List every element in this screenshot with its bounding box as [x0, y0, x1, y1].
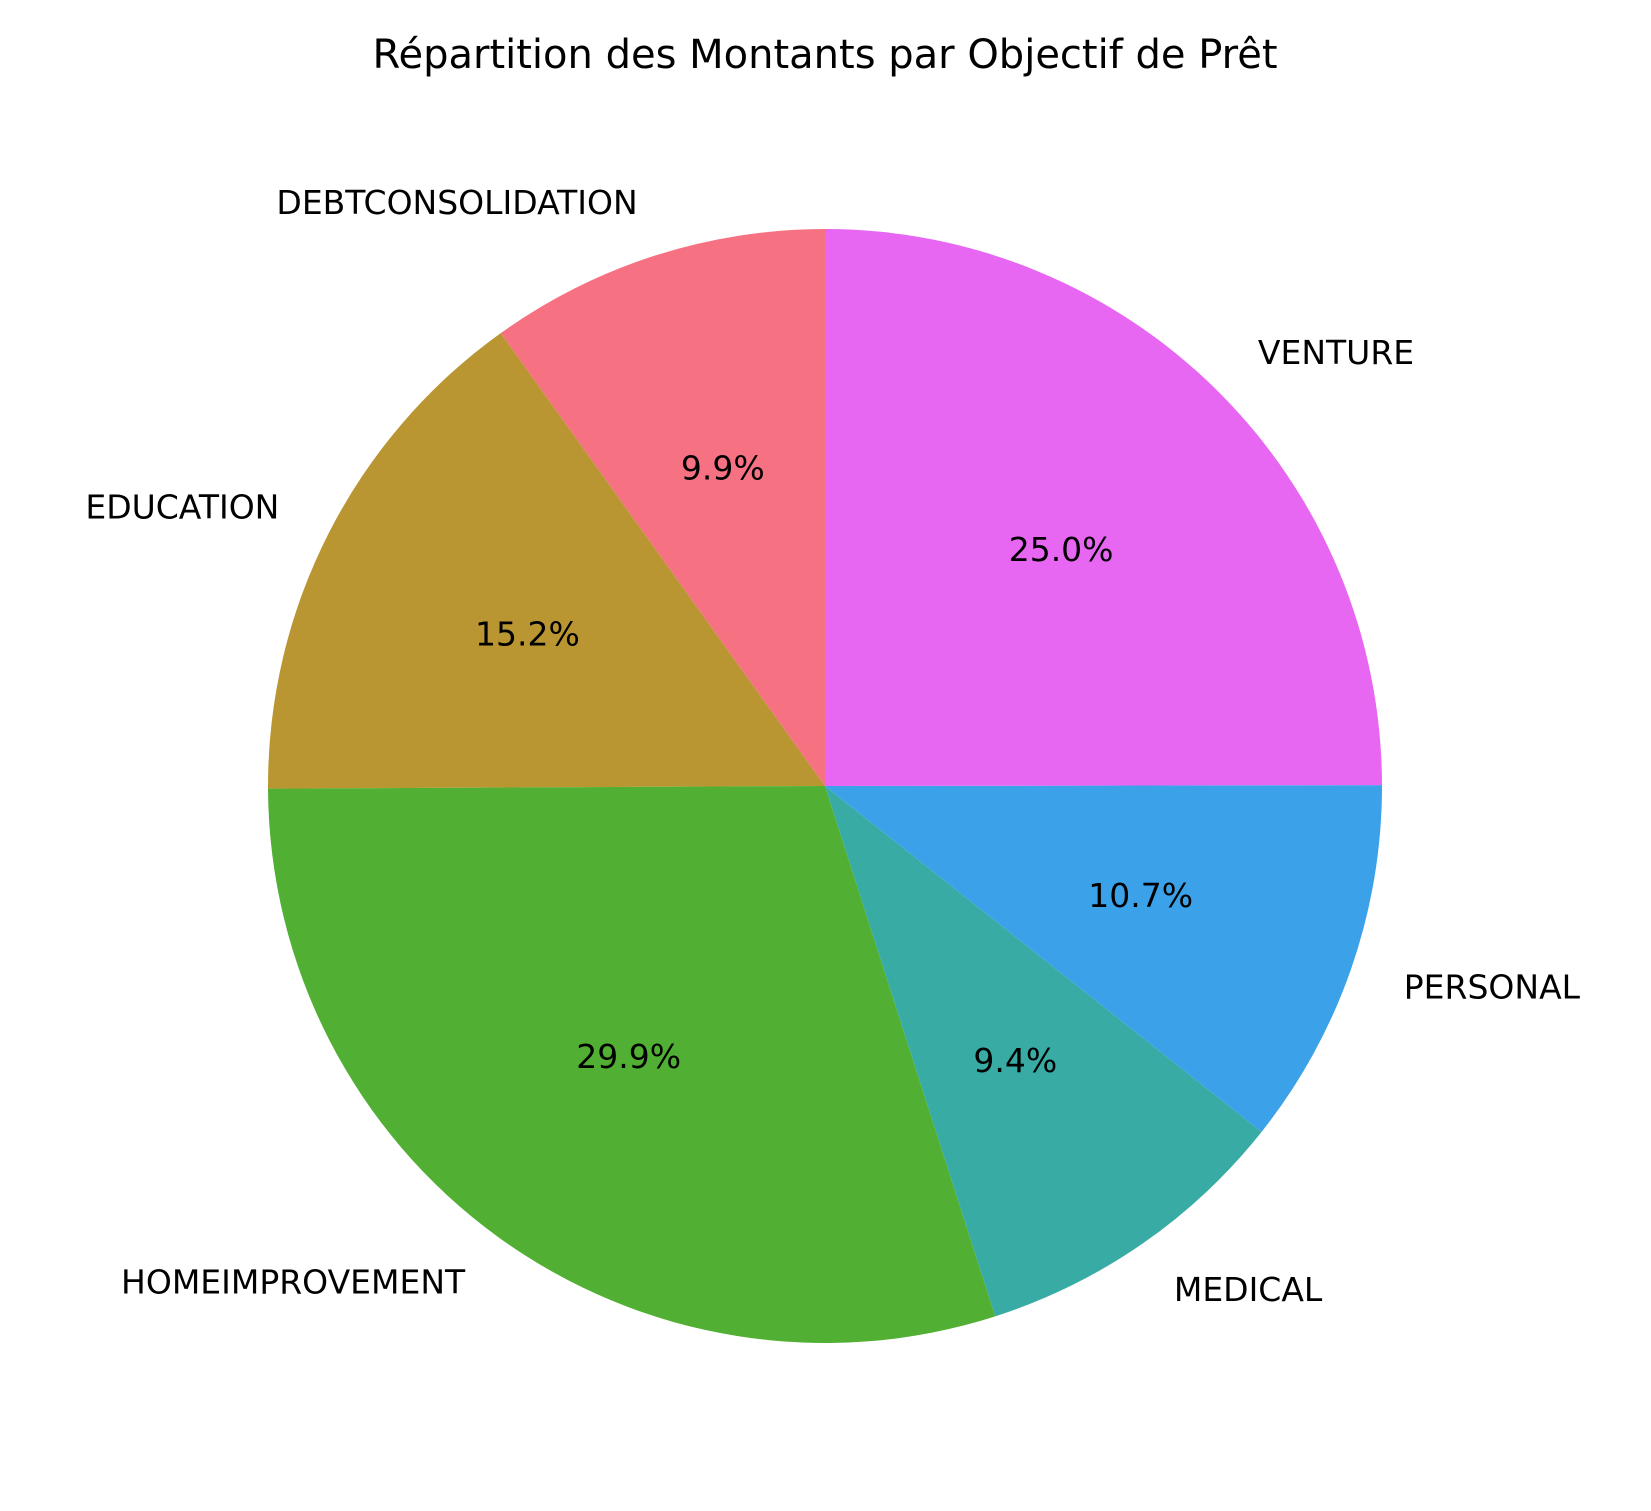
- pie-slices: [268, 229, 1382, 1344]
- pie-slice-personal: [825, 785, 1382, 1132]
- percent-label-venture: 25.0%: [1009, 530, 1114, 569]
- chart-title: Répartition des Montants par Objectif de…: [373, 32, 1278, 78]
- pie-slice-venture: [825, 229, 1382, 786]
- category-label-venture: VENTURE: [1258, 333, 1414, 372]
- category-label-personal: PERSONAL: [1404, 968, 1581, 1007]
- pie-slice-medical: [825, 786, 1262, 1317]
- percent-label-medical: 9.4%: [973, 1041, 1057, 1080]
- pie-slice-homeimprovement: [268, 786, 996, 1344]
- pie-slice-education: [268, 333, 826, 789]
- pie-labels: DEBTCONSOLIDATION 9.9% EDUCATION 15.2% HOMEI…: [85, 183, 1580, 1309]
- category-label-homeimprovement: HOMEIMPROVEMENT: [121, 1262, 466, 1301]
- category-label-medical: MEDICAL: [1174, 1270, 1323, 1309]
- category-label-debtconsolidation: DEBTCONSOLIDATION: [276, 183, 637, 222]
- percent-label-debtconsolidation: 9.9%: [681, 448, 765, 487]
- percent-label-education: 15.2%: [475, 614, 580, 653]
- pie-slice-debtconsolidation: [500, 229, 825, 786]
- category-label-education: EDUCATION: [85, 488, 279, 527]
- percent-label-personal: 10.7%: [1088, 876, 1193, 915]
- percent-label-homeimprovement: 29.9%: [576, 1037, 681, 1076]
